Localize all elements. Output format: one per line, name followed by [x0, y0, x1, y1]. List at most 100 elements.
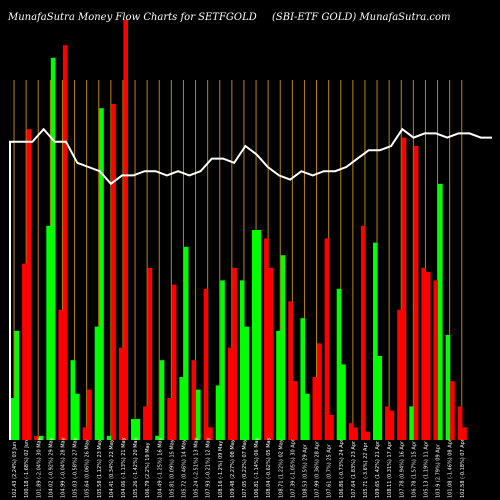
money-flow-bar — [457, 406, 463, 440]
x-tick-label: 102.43 (2.24%) 03 Jun — [12, 442, 18, 498]
money-flow-bar — [292, 381, 298, 440]
x-tick-label: 106.79 (2.2%) 19 May — [145, 442, 151, 498]
money-flow-bar — [46, 225, 51, 440]
x-tick-label: 105.81 (0.09%) 15 May — [169, 439, 175, 498]
money-flow-bar — [348, 423, 354, 440]
money-flow-bar — [111, 104, 116, 440]
money-flow-bar — [94, 326, 100, 440]
x-tick-label: 109.65 (1.42%) 21 Apr — [375, 440, 381, 498]
money-flow-bar — [252, 230, 257, 440]
money-flow-bar — [385, 406, 390, 440]
money-flow-bar — [215, 385, 221, 440]
money-flow-bar — [58, 309, 63, 440]
money-flow-bar — [220, 280, 225, 440]
money-flow-bar — [34, 435, 39, 440]
money-flow-bar — [82, 427, 88, 440]
money-flow-bar — [413, 146, 419, 440]
x-tick-label: 105.03 (-0.58%) 27 May — [73, 437, 79, 498]
money-flow-bar — [256, 230, 262, 440]
money-flow-bar — [288, 301, 293, 440]
money-flow-bar — [135, 419, 141, 440]
money-flow-bar — [373, 242, 378, 440]
x-tick-label: 107.64 (1.83%) 23 Apr — [351, 440, 357, 498]
money-flow-bar — [123, 20, 128, 440]
x-tick-label: 105.72 (0.46%) 14 May — [181, 439, 187, 498]
x-tick-label: 101.08 (-1.46%) 08 Apr — [448, 438, 454, 498]
money-flow-bar — [106, 435, 112, 440]
x-tick-label: 108.04 (-0.62%) 05 May — [266, 437, 272, 498]
money-flow-bar — [276, 330, 281, 440]
x-tick-label: 105.24 (-2.51%) 13 May — [194, 437, 200, 498]
x-tick-label: 103.9 (2.79%) 09 Apr — [436, 443, 442, 498]
money-flow-bar — [155, 435, 160, 440]
x-tick-label: 104.99 (-0.04%) 28 May — [60, 437, 66, 498]
money-flow-bar — [159, 360, 165, 440]
money-flow-bar — [300, 318, 305, 440]
money-flow-bar — [397, 309, 402, 440]
x-tick-label: 105.71 (-3.6%) 22 Apr — [363, 441, 369, 498]
money-flow-bar — [191, 360, 197, 440]
money-flow-bar — [450, 381, 455, 440]
x-tick-label: 105.26 (-1.42%) 20 May — [133, 437, 139, 498]
x-tick-label: 108.53 (0.5%) 29 Apr — [302, 443, 308, 498]
x-tick-label: 107.61 (0.7%) 25 Apr — [327, 443, 333, 498]
money-flow-bar — [118, 347, 124, 440]
x-tick-label: 107.99 (0.36%) 28 Apr — [315, 440, 321, 498]
money-flow-bar — [324, 238, 330, 440]
money-flow-bar — [433, 280, 439, 440]
money-flow-bar — [317, 343, 322, 440]
money-flow-bar — [50, 57, 56, 441]
money-flow-bar — [462, 427, 467, 440]
money-flow-bar — [389, 410, 395, 440]
x-tick-label: 107.05 (0.22%) 07 May — [242, 439, 248, 498]
money-flow-bar — [203, 288, 209, 440]
x-tick-label: 105.13 (1.19%) 11 Apr — [423, 440, 429, 498]
money-flow-bar — [445, 335, 451, 440]
money-flow-bar — [401, 137, 407, 440]
money-flow-bar — [360, 225, 366, 440]
money-flow-bar — [143, 406, 148, 440]
x-tick-label: 104.49 (-1.25%) 16 May — [157, 437, 163, 498]
money-flow-bar — [22, 263, 27, 440]
money-flow-bar — [409, 406, 414, 440]
money-flow-bar — [227, 347, 233, 440]
money-flow-bar — [171, 284, 177, 440]
money-flow-bar — [62, 45, 68, 440]
x-tick-label: 105.58 (1.12%) 23 May — [97, 439, 103, 498]
x-tick-label: 106.81 (-1.14%) 06 May — [254, 437, 260, 498]
money-flow-bar — [87, 389, 92, 440]
x-tick-label: 104.06 (-1.13%) 21 May — [121, 437, 127, 498]
money-flow-bar — [312, 377, 318, 440]
x-tick-label: 108.71 (1.22%) 02 May — [278, 439, 284, 498]
money-flow-bar — [353, 427, 358, 440]
money-flow-bar — [268, 267, 274, 440]
money-flow-bar — [147, 267, 153, 440]
money-flow-bar — [179, 377, 184, 440]
money-flow-bar — [365, 431, 370, 440]
money-flow-bar — [26, 129, 32, 440]
money-flow-bar — [421, 267, 426, 440]
money-flow-bar — [70, 360, 76, 440]
x-tick-label: 102.58 (-0.18%) 07 Apr — [460, 438, 466, 498]
x-tick-label: 101.89 (-2.04%) 30 May — [36, 437, 42, 498]
money-flow-bar — [75, 393, 80, 440]
x-tick-label: 108.16 (-1.2%) 09 May — [218, 441, 224, 498]
x-tick-label: 109.48 (2.27%) 08 May — [230, 439, 236, 498]
money-flow-bar — [131, 419, 136, 440]
money-flow-bar — [244, 326, 249, 440]
money-flow-bar — [264, 238, 269, 440]
money-flow-bar — [239, 280, 245, 440]
money-flow-bar — [280, 255, 286, 440]
money-flow-bar — [425, 272, 431, 440]
money-flow-bar — [232, 267, 237, 440]
x-tick-label: 107.93 (-0.21%) 12 May — [206, 437, 212, 498]
money-flow-bar — [38, 435, 44, 440]
money-flow-bar — [183, 246, 189, 440]
x-tick-label: 105.64 (0.06%) 26 May — [85, 439, 91, 498]
x-tick-label: 104.02 (-0.92%) 29 May — [48, 437, 54, 498]
money-flow-bar — [438, 183, 443, 441]
money-flow-bar — [377, 356, 383, 440]
money-flow-bar — [336, 288, 342, 440]
